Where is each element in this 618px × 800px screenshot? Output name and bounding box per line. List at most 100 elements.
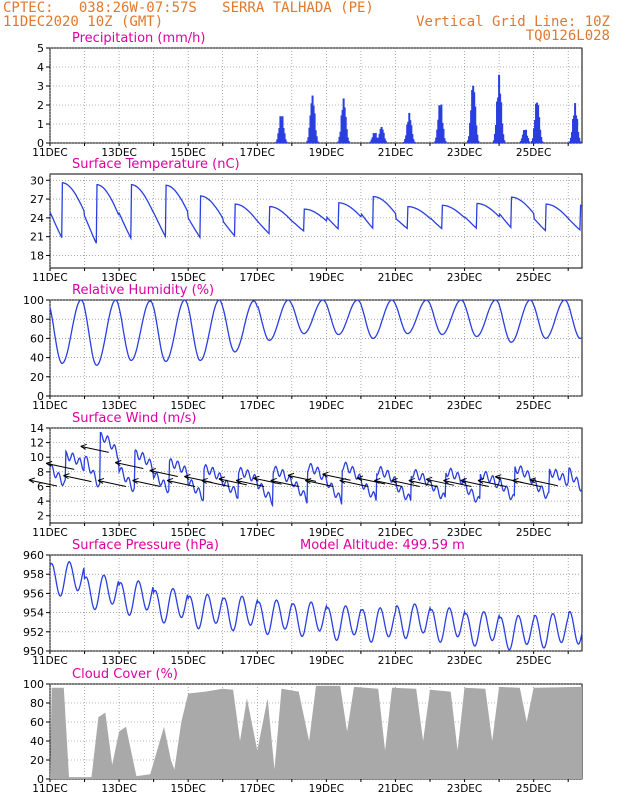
- x-tick-label: 15DEC: [170, 527, 205, 539]
- x-tick-label: 17DEC: [240, 147, 275, 159]
- precip-bar: [276, 139, 279, 143]
- wind-arrow: [512, 479, 541, 487]
- precip-bar: [474, 106, 477, 143]
- x-tick-label: 25DEC: [516, 147, 551, 159]
- precip-bar: [473, 92, 476, 143]
- wind-arrowhead: [80, 443, 87, 450]
- precip-bar: [519, 141, 522, 143]
- wind-arrowhead: [218, 476, 226, 483]
- wind-arrowhead: [477, 477, 485, 484]
- wind-arrowhead: [201, 477, 208, 484]
- precip-bar: [407, 121, 410, 143]
- precip-bar: [340, 115, 343, 143]
- y-tick-label: 958: [23, 568, 44, 581]
- wind-arrow: [529, 479, 558, 487]
- precip-bar: [568, 141, 571, 143]
- y-tick-label: 3: [37, 80, 44, 93]
- precip-bar: [534, 120, 537, 143]
- y-tick-label: 100: [23, 678, 44, 691]
- temperature-line: [49, 182, 582, 244]
- x-tick-label: 11DEC: [32, 147, 67, 159]
- x-tick-label: 17DEC: [240, 655, 275, 667]
- precip-bar: [405, 135, 408, 143]
- precip-bar: [539, 129, 542, 143]
- precip-bar: [531, 138, 534, 143]
- panel-frame: [49, 554, 583, 652]
- y-tick-label: 80: [30, 313, 44, 326]
- header-model-id: TQ0126L028: [525, 28, 610, 44]
- precip-bar: [308, 127, 311, 143]
- y-tick-label: 60: [30, 332, 44, 345]
- x-tick-label: 17DEC: [240, 272, 275, 284]
- x-tick-label: 13DEC: [101, 272, 136, 284]
- wind-arrowhead: [97, 477, 105, 484]
- precip-bar: [408, 112, 411, 143]
- wind-arrowhead: [391, 477, 398, 484]
- precip-bar: [373, 134, 376, 143]
- precip-bar: [378, 133, 381, 143]
- precip-bar: [313, 113, 316, 143]
- y-tick-label: 10: [30, 451, 44, 464]
- precip-bar: [492, 140, 495, 143]
- y-tick-label: 80: [30, 697, 44, 710]
- wind-arrow: [80, 445, 109, 453]
- precip-bar: [337, 141, 340, 143]
- precip-bar: [476, 134, 479, 143]
- x-tick-label: 21DEC: [378, 147, 413, 159]
- precip-bar: [311, 95, 314, 143]
- precip-bar: [496, 101, 499, 143]
- y-tick-label: 6: [37, 480, 44, 493]
- precip-bar: [535, 103, 538, 143]
- x-tick-label: 11DEC: [32, 272, 67, 284]
- precip-bar: [472, 85, 475, 143]
- panel-title: Surface Temperature (nC): [72, 157, 240, 172]
- y-tick-label: 2: [37, 99, 44, 112]
- precip-bar: [434, 141, 437, 143]
- precip-bar: [522, 130, 525, 143]
- precip-bar: [410, 125, 413, 143]
- wind-arrow: [270, 479, 299, 487]
- wind-arrowhead: [63, 473, 70, 480]
- x-tick-label: 13DEC: [101, 400, 136, 412]
- precip-bar: [412, 139, 415, 143]
- panel-title: Cloud Cover (%): [72, 667, 178, 682]
- x-tick-label: 23DEC: [447, 655, 482, 667]
- precip-bar: [341, 109, 344, 143]
- wind-arrowhead: [495, 474, 502, 481]
- x-tick-label: 11DEC: [32, 400, 67, 412]
- precip-bar: [312, 105, 315, 143]
- precip-bar: [439, 107, 442, 143]
- y-tick-label: 0: [37, 137, 44, 150]
- precip-bar: [541, 141, 544, 143]
- wind-arrow: [477, 479, 507, 487]
- x-tick-label: 23DEC: [447, 783, 482, 795]
- precip-bar: [467, 140, 469, 143]
- wind-arrowhead: [460, 477, 467, 484]
- y-tick-label: 8: [37, 466, 44, 479]
- precip-bar: [306, 140, 309, 143]
- precip-bar: [436, 129, 439, 143]
- x-tick-label: 13DEC: [101, 147, 136, 159]
- panel-2: [46, 173, 583, 271]
- y-tick-label: 0: [37, 773, 44, 786]
- precip-bar: [477, 140, 480, 143]
- precip-bar: [403, 141, 406, 143]
- wind-arrow: [322, 473, 351, 481]
- y-tick-label: 27: [30, 193, 44, 206]
- x-tick-label: 19DEC: [309, 527, 344, 539]
- y-tick-label: 18: [30, 249, 44, 262]
- x-tick-label: 11DEC: [32, 527, 67, 539]
- x-tick-label: 21DEC: [378, 655, 413, 667]
- precip-bar: [377, 137, 380, 143]
- wind-arrow: [253, 477, 282, 485]
- y-tick-label: 100: [23, 294, 44, 307]
- precip-bar: [372, 133, 375, 143]
- wind-arrow: [443, 479, 472, 487]
- wind-arrow: [391, 479, 420, 487]
- x-tick-label: 19DEC: [309, 147, 344, 159]
- precip-bar: [521, 134, 524, 143]
- wind-arrow: [356, 477, 386, 485]
- precip-bar: [435, 137, 438, 143]
- precip-bar: [345, 129, 348, 143]
- wind-arrow: [115, 462, 144, 470]
